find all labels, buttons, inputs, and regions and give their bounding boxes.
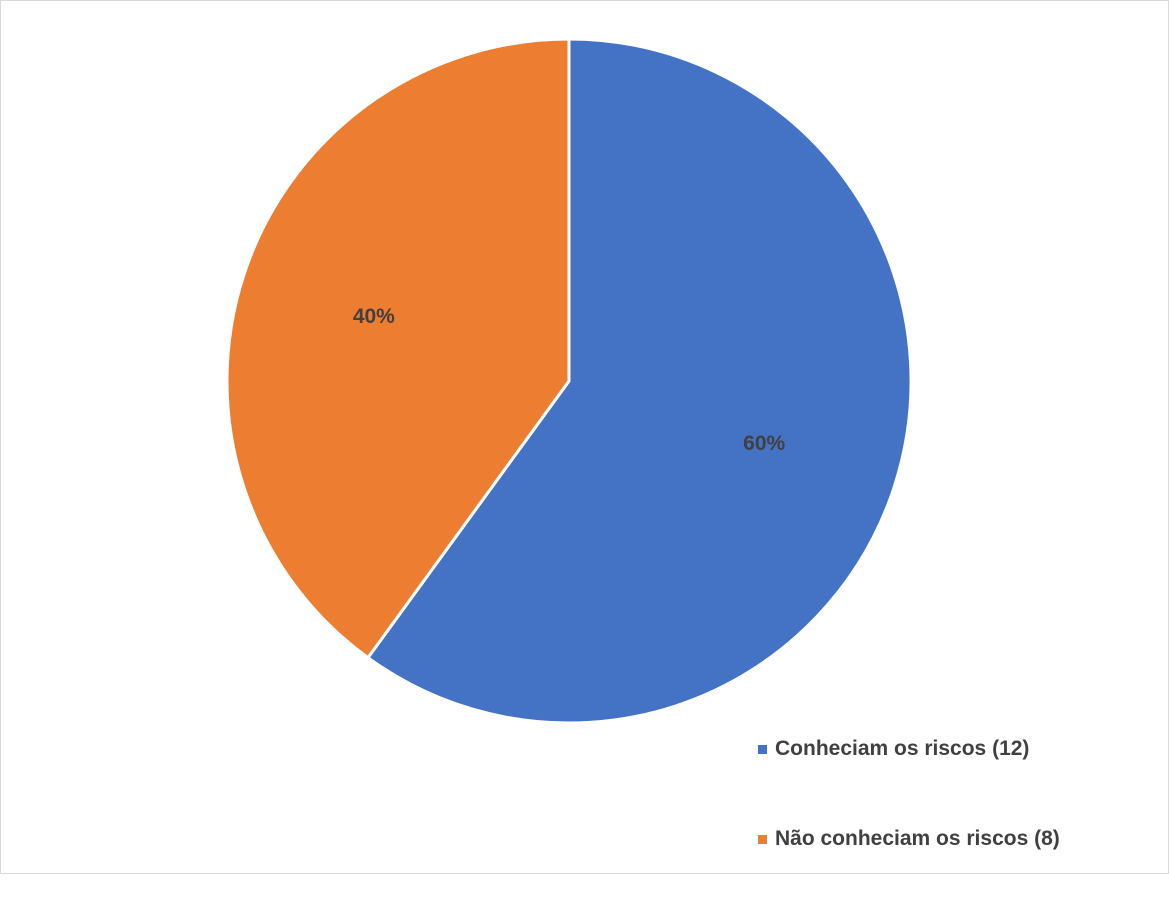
pie-slice-nao-conheciam	[225, 37, 571, 660]
pie-chart: 60% 40%	[225, 37, 913, 725]
pie-slice-conheciam	[365, 37, 913, 725]
legend-swatch-conheciam	[758, 744, 767, 754]
legend-item-conheciam: Conheciam os riscos (12)	[758, 729, 1060, 769]
legend-item-nao-conheciam: Não conheciam os riscos (8)	[758, 819, 1060, 859]
legend-label-nao-conheciam: Não conheciam os riscos (8)	[775, 827, 1060, 850]
slice-label-conheciam: 60%	[743, 432, 785, 455]
slice-label-nao-conheciam: 40%	[353, 305, 395, 328]
legend-swatch-nao-conheciam	[758, 834, 767, 844]
legend: Conheciam os riscos (12) Não conheciam o…	[758, 729, 1060, 909]
legend-label-conheciam: Conheciam os riscos (12)	[775, 737, 1030, 760]
chart-area: 60% 40% Conheciam os riscos (12) Não conh…	[0, 0, 1169, 874]
